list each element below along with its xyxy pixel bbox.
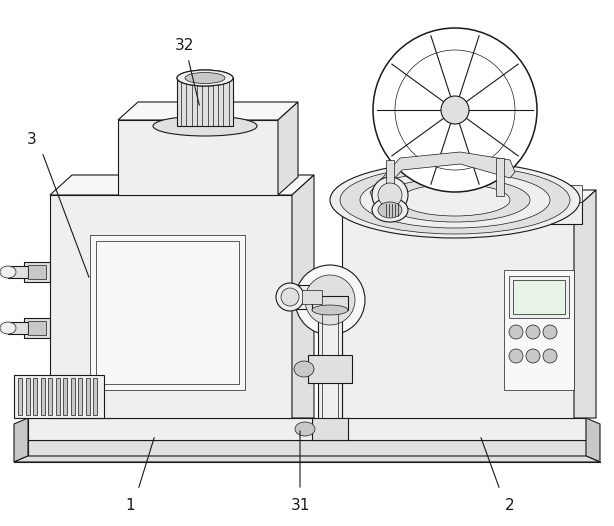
Bar: [509, 276, 569, 318]
Bar: [28, 321, 46, 335]
Text: 2: 2: [505, 498, 515, 512]
Ellipse shape: [295, 265, 365, 335]
Ellipse shape: [294, 361, 314, 377]
Bar: [78, 378, 82, 415]
Bar: [50, 195, 292, 418]
Polygon shape: [28, 440, 586, 456]
Bar: [24, 318, 50, 338]
Ellipse shape: [312, 305, 348, 315]
Bar: [8, 266, 28, 278]
Bar: [90, 235, 245, 390]
Bar: [289, 285, 349, 309]
Ellipse shape: [543, 325, 557, 339]
Ellipse shape: [185, 73, 225, 84]
Polygon shape: [370, 152, 515, 202]
Ellipse shape: [281, 288, 299, 306]
Text: 32: 32: [176, 38, 195, 54]
Ellipse shape: [153, 116, 257, 136]
Ellipse shape: [305, 275, 355, 325]
Bar: [513, 280, 565, 314]
Bar: [312, 418, 348, 440]
Bar: [342, 210, 574, 418]
Ellipse shape: [395, 50, 515, 170]
Bar: [177, 78, 233, 126]
Bar: [360, 202, 582, 224]
Bar: [18, 378, 22, 415]
Bar: [8, 322, 28, 334]
Bar: [33, 378, 37, 415]
Ellipse shape: [509, 325, 523, 339]
Bar: [496, 158, 504, 196]
Text: 31: 31: [290, 498, 309, 512]
Polygon shape: [50, 175, 314, 195]
Bar: [71, 378, 74, 415]
Ellipse shape: [0, 322, 16, 334]
Ellipse shape: [526, 325, 540, 339]
Bar: [447, 124, 463, 179]
Bar: [118, 120, 278, 195]
Ellipse shape: [526, 349, 540, 363]
Bar: [504, 270, 574, 390]
Ellipse shape: [373, 28, 537, 192]
Ellipse shape: [0, 266, 16, 278]
Text: 1: 1: [125, 498, 135, 512]
Polygon shape: [586, 418, 600, 462]
Ellipse shape: [276, 283, 304, 311]
Bar: [318, 310, 342, 430]
Bar: [26, 378, 29, 415]
Ellipse shape: [378, 183, 402, 207]
Bar: [93, 378, 97, 415]
Bar: [312, 296, 348, 310]
Polygon shape: [292, 175, 314, 418]
Polygon shape: [342, 190, 596, 210]
Ellipse shape: [340, 166, 570, 234]
Bar: [41, 378, 44, 415]
Bar: [24, 262, 50, 282]
Ellipse shape: [295, 422, 315, 436]
Ellipse shape: [380, 178, 530, 222]
Polygon shape: [14, 456, 600, 462]
Bar: [308, 355, 352, 383]
Bar: [386, 160, 394, 195]
Bar: [14, 375, 104, 418]
Bar: [48, 378, 52, 415]
Polygon shape: [14, 418, 28, 462]
Polygon shape: [574, 190, 596, 418]
Ellipse shape: [330, 162, 580, 238]
Bar: [63, 378, 67, 415]
Ellipse shape: [372, 177, 408, 213]
Bar: [360, 185, 582, 202]
Ellipse shape: [360, 172, 550, 228]
Bar: [85, 378, 90, 415]
Ellipse shape: [378, 202, 402, 218]
Bar: [302, 290, 322, 304]
Ellipse shape: [372, 198, 408, 222]
Ellipse shape: [441, 96, 469, 124]
Bar: [96, 241, 239, 384]
Polygon shape: [118, 102, 298, 120]
Ellipse shape: [509, 349, 523, 363]
Ellipse shape: [543, 349, 557, 363]
Ellipse shape: [400, 184, 510, 216]
Polygon shape: [28, 418, 586, 440]
Bar: [28, 265, 46, 279]
Text: 3: 3: [27, 133, 37, 147]
Ellipse shape: [177, 70, 233, 86]
Polygon shape: [278, 102, 298, 195]
Ellipse shape: [177, 70, 233, 86]
Bar: [55, 378, 60, 415]
